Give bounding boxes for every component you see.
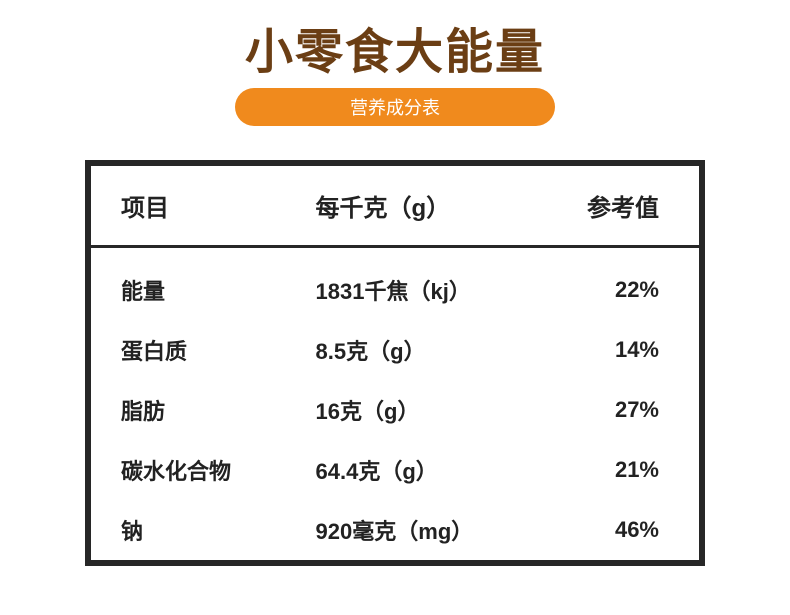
- table-header-row: 项目 每千克（g） 参考值: [91, 166, 699, 247]
- page-title: 小零食大能量: [245, 12, 545, 82]
- table-row: 脂肪 16克（g） 27%: [91, 380, 699, 440]
- cell-per: 920毫克（mg）: [286, 500, 547, 560]
- col-header-per: 每千克（g）: [286, 166, 547, 247]
- cell-per: 16克（g）: [286, 380, 547, 440]
- cell-item: 碳水化合物: [91, 440, 286, 500]
- subtitle-pill: 营养成分表: [235, 88, 555, 126]
- col-header-ref: 参考值: [547, 166, 699, 247]
- cell-item: 能量: [91, 247, 286, 321]
- nutrition-table-frame: 项目 每千克（g） 参考值 能量 1831千焦（kj） 22% 蛋白质 8.5克…: [85, 160, 705, 566]
- cell-ref: 46%: [547, 500, 699, 560]
- cell-per: 64.4克（g）: [286, 440, 547, 500]
- cell-item: 脂肪: [91, 380, 286, 440]
- table-row: 蛋白质 8.5克（g） 14%: [91, 320, 699, 380]
- table-row: 能量 1831千焦（kj） 22%: [91, 247, 699, 321]
- table-row: 碳水化合物 64.4克（g） 21%: [91, 440, 699, 500]
- cell-per: 8.5克（g）: [286, 320, 547, 380]
- col-header-item: 项目: [91, 166, 286, 247]
- cell-item: 蛋白质: [91, 320, 286, 380]
- cell-ref: 14%: [547, 320, 699, 380]
- cell-ref: 21%: [547, 440, 699, 500]
- cell-ref: 22%: [547, 247, 699, 321]
- nutrition-table: 项目 每千克（g） 参考值 能量 1831千焦（kj） 22% 蛋白质 8.5克…: [91, 166, 699, 560]
- cell-per: 1831千焦（kj）: [286, 247, 547, 321]
- cell-ref: 27%: [547, 380, 699, 440]
- table-row: 钠 920毫克（mg） 46%: [91, 500, 699, 560]
- cell-item: 钠: [91, 500, 286, 560]
